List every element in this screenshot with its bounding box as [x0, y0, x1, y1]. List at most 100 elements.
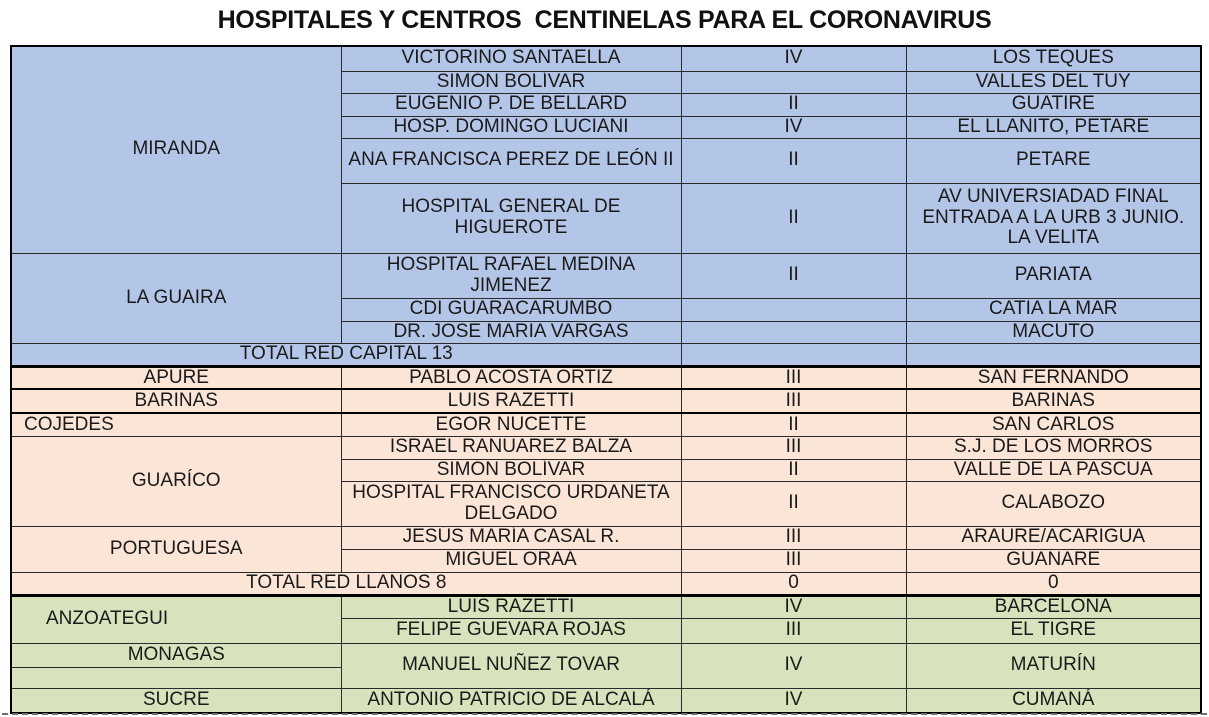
- hospital-cell: HOSPITAL GENERAL DE HIGUEROTE: [340, 182, 682, 254]
- hospital-cell: EUGENIO P. DE BELLARD: [340, 92, 682, 117]
- hospital-cell: EGOR NUCETTE: [340, 412, 682, 437]
- table-row: PORTUGUESA JESÚS MARÍA CASAL R. III ARAU…: [10, 525, 1202, 573]
- state-cell: ANZOATEGUI: [10, 594, 342, 644]
- level-cell: IV: [680, 45, 907, 72]
- level-cell: IV: [680, 594, 907, 619]
- location-cell: CALABOZO: [905, 480, 1202, 527]
- level-cell: [680, 297, 907, 322]
- table-row: MIRANDA VICTORINO SANTAELLA IV LOS TEQUE…: [10, 45, 1202, 254]
- table-row: FELIPE GUEVARA ROJAS III EL TIGRE: [11, 617, 1202, 644]
- state-cell: APURE: [10, 365, 342, 390]
- hospital-cell: HOSPITAL RAFAEL MEDINA JIMENEZ: [340, 252, 682, 299]
- hospital-cell: LUIS RAZETTI: [340, 594, 682, 619]
- table-row: MIGUEL ORAÁ III GUANARE: [11, 548, 1202, 573]
- level-cell: IV: [680, 687, 907, 714]
- total-row: TOTAL RED CAPITAL 13: [10, 342, 1202, 368]
- table-row: HOSPITAL FRANCISCO URDANETA DELGADO II C…: [11, 480, 1202, 527]
- state-cell: [10, 666, 342, 689]
- location-cell: VALLE DE LA PASCUA: [905, 458, 1202, 482]
- location-cell: PETARE: [905, 137, 1202, 184]
- table-row: HOSPITAL GENERAL DE HIGUEROTE II AV UNIV…: [11, 182, 1202, 254]
- hospital-cell: VICTORINO SANTAELLA: [340, 45, 682, 72]
- state-cell: MONAGAS: [10, 642, 342, 668]
- level-cell: IV: [680, 642, 907, 689]
- total-label-cell: TOTAL RED LLANOS 8: [10, 571, 682, 597]
- location-cell: VALLES DEL TUY: [905, 70, 1202, 94]
- location-cell: SAN FERNANDO: [905, 365, 1202, 390]
- level-cell: II: [680, 182, 907, 254]
- location-cell: EL LLANITO, PETARE: [905, 115, 1202, 139]
- location-cell: PARIATA: [905, 252, 1202, 299]
- hospitals-table: MIRANDA VICTORINO SANTAELLA IV LOS TEQUE…: [10, 45, 1202, 715]
- hospital-cell: HOSPITAL FRANCISCO URDANETA DELGADO: [340, 480, 682, 527]
- location-cell: GUANARE: [905, 548, 1202, 573]
- level-cell: [680, 320, 907, 344]
- level-cell: III: [680, 548, 907, 573]
- level-cell: 0: [680, 571, 907, 597]
- hospital-cell: SIMÓN BOLÍVAR: [340, 458, 682, 482]
- hospital-cell: ANTONIO PATRICIO DE ALCALÁ: [340, 687, 682, 714]
- level-cell: III: [680, 617, 907, 644]
- level-cell: II: [680, 480, 907, 527]
- table-row: ANZOATEGUI LUIS RAZETTI IV BARCELONA: [10, 594, 1202, 644]
- selection-dashed-line: [2, 713, 1207, 715]
- total-label-cell: TOTAL RED CAPITAL 13: [10, 342, 682, 368]
- table-row: SUCRE ANTONIO PATRICIO DE ALCALÁ IV CUMA…: [10, 687, 1202, 714]
- table-row: EUGENIO P. DE BELLARD II GUATIRE: [11, 92, 1202, 117]
- state-cell: LA GUAIRA: [10, 252, 342, 344]
- table-row: BARINAS LUIS RAZETTI III BARINAS: [10, 388, 1202, 415]
- level-cell: III: [680, 435, 907, 460]
- table-row: DR. JOSE MARIA VARGAS MACUTO: [11, 320, 1202, 344]
- table-row: MONAGAS MANUEL NUÑEZ TOVAR IV MATURÍN: [10, 642, 1202, 689]
- state-cell: BARINAS: [10, 388, 342, 415]
- table-row: LA GUAIRA HOSPITAL RAFAEL MEDINA JIMENEZ…: [10, 252, 1202, 344]
- location-cell: GUATIRE: [905, 92, 1202, 117]
- location-cell: BARCELONA: [905, 594, 1202, 619]
- hospital-cell: SIMÓN BOLÍVAR: [340, 70, 682, 94]
- hospital-cell: ISRAEL RANUAREZ BALZA: [340, 435, 682, 460]
- level-cell: II: [680, 137, 907, 184]
- location-cell: S.J. DE LOS MORROS: [905, 435, 1202, 460]
- level-cell: IV: [680, 115, 907, 139]
- location-cell: [905, 342, 1202, 368]
- table-row: APURE PABLO ACOSTA ORTIZ III SAN FERNAND…: [10, 365, 1202, 390]
- state-cell: SUCRE: [10, 687, 342, 714]
- table-row: GUARÍCO ISRAEL RANUAREZ BALZA III S.J. D…: [10, 435, 1202, 527]
- level-cell: III: [680, 525, 907, 550]
- location-cell: 0: [905, 571, 1202, 597]
- table-row: COJEDES EGOR NUCETTE II SAN CARLOS: [10, 412, 1202, 437]
- table-row: HOSP. DOMINGO LUCIANI IV EL LLANITO, PET…: [11, 115, 1202, 139]
- state-cell: GUARÍCO: [10, 435, 342, 527]
- table-row: SIMÓN BOLÍVAR II VALLE DE LA PASCUA: [11, 458, 1202, 482]
- location-cell: CUMANÁ: [905, 687, 1202, 714]
- state-cell: MIRANDA: [10, 45, 342, 254]
- level-cell: III: [680, 365, 907, 390]
- level-cell: [680, 70, 907, 94]
- table-row: ANA FRANCISCA PEREZ DE LEÓN II II PETARE: [11, 137, 1202, 184]
- page-title: HOSPITALES Y CENTROS CENTINELAS PARA EL …: [217, 6, 992, 34]
- hospital-cell: LUIS RAZETTI: [340, 388, 682, 415]
- level-cell: II: [680, 412, 907, 437]
- level-cell: II: [680, 92, 907, 117]
- table-row: CDI GUARACARUMBO CATIA LA MAR: [11, 297, 1202, 322]
- level-cell: [680, 342, 907, 368]
- hospital-cell: CDI GUARACARUMBO: [340, 297, 682, 322]
- hospital-cell: DR. JOSE MARIA VARGAS: [340, 320, 682, 344]
- state-cell: COJEDES: [10, 412, 342, 437]
- location-cell: EL TIGRE: [905, 617, 1202, 644]
- hospital-cell: MANUEL NUÑEZ TOVAR: [340, 642, 682, 689]
- location-cell: BARINAS: [905, 388, 1202, 415]
- level-cell: III: [680, 388, 907, 415]
- location-cell: SAN CARLOS: [905, 412, 1202, 437]
- hospital-cell: FELIPE GUEVARA ROJAS: [340, 617, 682, 644]
- level-cell: II: [680, 458, 907, 482]
- hospital-cell: PABLO ACOSTA ORTIZ: [340, 365, 682, 390]
- location-cell: MATURÍN: [905, 642, 1202, 689]
- hospital-cell: JESÚS MARÍA CASAL R.: [340, 525, 682, 550]
- location-cell: CATIA LA MAR: [905, 297, 1202, 322]
- state-cell: PORTUGUESA: [10, 525, 342, 573]
- location-cell: ARAURE/ACARIGUA: [905, 525, 1202, 550]
- total-row: TOTAL RED LLANOS 8 0 0: [10, 571, 1202, 597]
- location-cell: MACUTO: [905, 320, 1202, 344]
